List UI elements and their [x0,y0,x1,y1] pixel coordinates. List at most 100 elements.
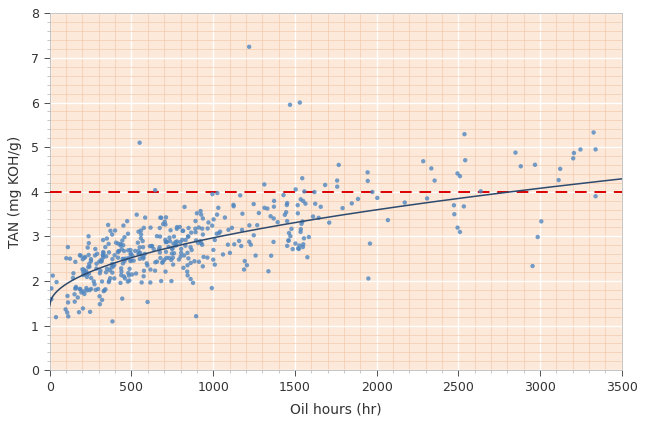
Point [158,221,169,227]
Point [104,249,114,256]
Point [176,249,186,256]
Point [166,257,176,264]
Point [149,246,159,252]
Point [168,240,178,247]
Point [209,261,220,268]
Point [452,170,463,177]
Point [154,224,165,231]
Point [282,201,292,208]
Point [79,266,89,273]
Point [163,244,174,250]
Point [98,252,109,259]
Point [160,236,171,243]
Point [133,228,143,235]
Point [284,230,294,236]
Point [78,288,89,295]
Point [212,190,222,196]
Point [109,275,120,282]
Point [171,242,182,249]
Point [83,240,94,246]
Point [131,270,141,277]
Point [76,289,87,296]
Point [313,215,324,221]
Point [105,275,115,282]
Point [193,239,203,246]
Point [51,314,61,320]
Point [139,267,149,274]
Point [75,286,85,292]
Point [168,261,178,268]
Point [96,258,106,265]
Point [117,295,127,302]
Point [183,233,193,240]
Point [202,254,213,261]
Point [98,237,108,244]
Point [107,269,118,276]
Point [111,239,121,246]
Point [333,162,344,168]
Point [83,252,94,258]
Point [296,226,306,232]
Point [234,238,244,244]
Point [52,279,62,286]
Point [162,238,172,245]
Point [70,298,80,305]
Point [134,250,145,257]
Point [269,203,279,210]
Point [160,268,171,275]
Point [332,177,342,184]
Point [475,188,486,195]
Point [107,261,118,267]
Point [125,246,136,253]
Point [118,242,129,249]
Point [126,257,136,264]
Point [140,250,150,257]
Point [86,275,96,281]
Point [99,287,110,294]
Point [455,173,465,180]
Point [125,251,136,258]
Point [590,193,601,200]
Point [174,224,185,230]
Point [299,235,309,242]
Point [282,218,292,224]
Point [95,301,105,308]
Point [197,225,207,232]
Point [105,267,115,274]
Point [123,247,133,254]
Point [208,256,218,263]
Point [532,234,543,241]
Point [152,233,162,240]
Point [171,242,181,249]
Point [114,248,124,255]
Point [109,252,120,259]
Point [139,224,149,231]
Point [337,205,348,212]
Point [459,131,470,138]
Point [118,222,129,229]
Point [145,224,156,231]
Point [172,224,182,230]
Point [113,249,123,255]
Point [89,281,99,288]
Point [161,248,171,255]
X-axis label: Oil hours (hr): Oil hours (hr) [290,402,382,416]
Point [70,285,80,292]
Point [175,239,185,246]
Point [185,260,196,266]
Point [81,269,91,276]
Point [78,266,88,273]
Point [78,305,88,312]
Point [71,283,81,290]
Point [418,158,428,164]
Point [160,221,171,228]
Point [229,203,239,210]
Point [161,214,171,221]
Point [315,204,326,210]
Point [196,211,206,218]
Point [297,221,307,227]
Point [254,210,264,216]
Point [78,272,89,278]
Point [63,244,73,250]
Point [71,285,81,292]
